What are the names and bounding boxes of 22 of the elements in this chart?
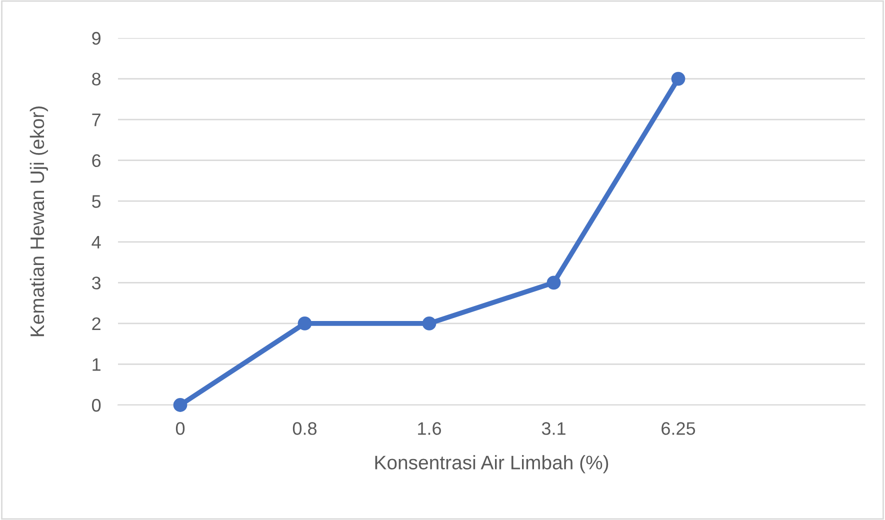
x-tick-label: 6.25: [662, 422, 696, 435]
y-tick-label: 3: [92, 276, 101, 290]
point: [173, 398, 188, 412]
x-tick-label: 0.8: [292, 422, 317, 435]
y-tick-label: 2: [92, 317, 100, 330]
y-tick-label: 6: [92, 154, 101, 168]
y-tick-label: 7: [92, 114, 100, 126]
y-tick-label: 5: [92, 195, 101, 208]
point: [422, 316, 436, 330]
y-tick-label: 0: [92, 398, 101, 412]
point: [671, 72, 686, 86]
x-tick-label: 3.1: [542, 422, 566, 435]
point: [546, 276, 561, 290]
y-tick-label: 9: [92, 32, 100, 45]
x-tick-label: 0: [176, 422, 185, 435]
y-tick-label: 8: [92, 72, 101, 86]
y-tick-label: 1: [92, 358, 100, 371]
point: [298, 316, 312, 330]
y-tick-label: 4: [92, 236, 101, 248]
x-axis-title: Konsentrasi Air Limbah (%): [375, 455, 608, 474]
y-axis-title: Kematian Hewan Uji (ekor): [30, 106, 48, 336]
x-tick-label: 1.6: [418, 422, 442, 435]
